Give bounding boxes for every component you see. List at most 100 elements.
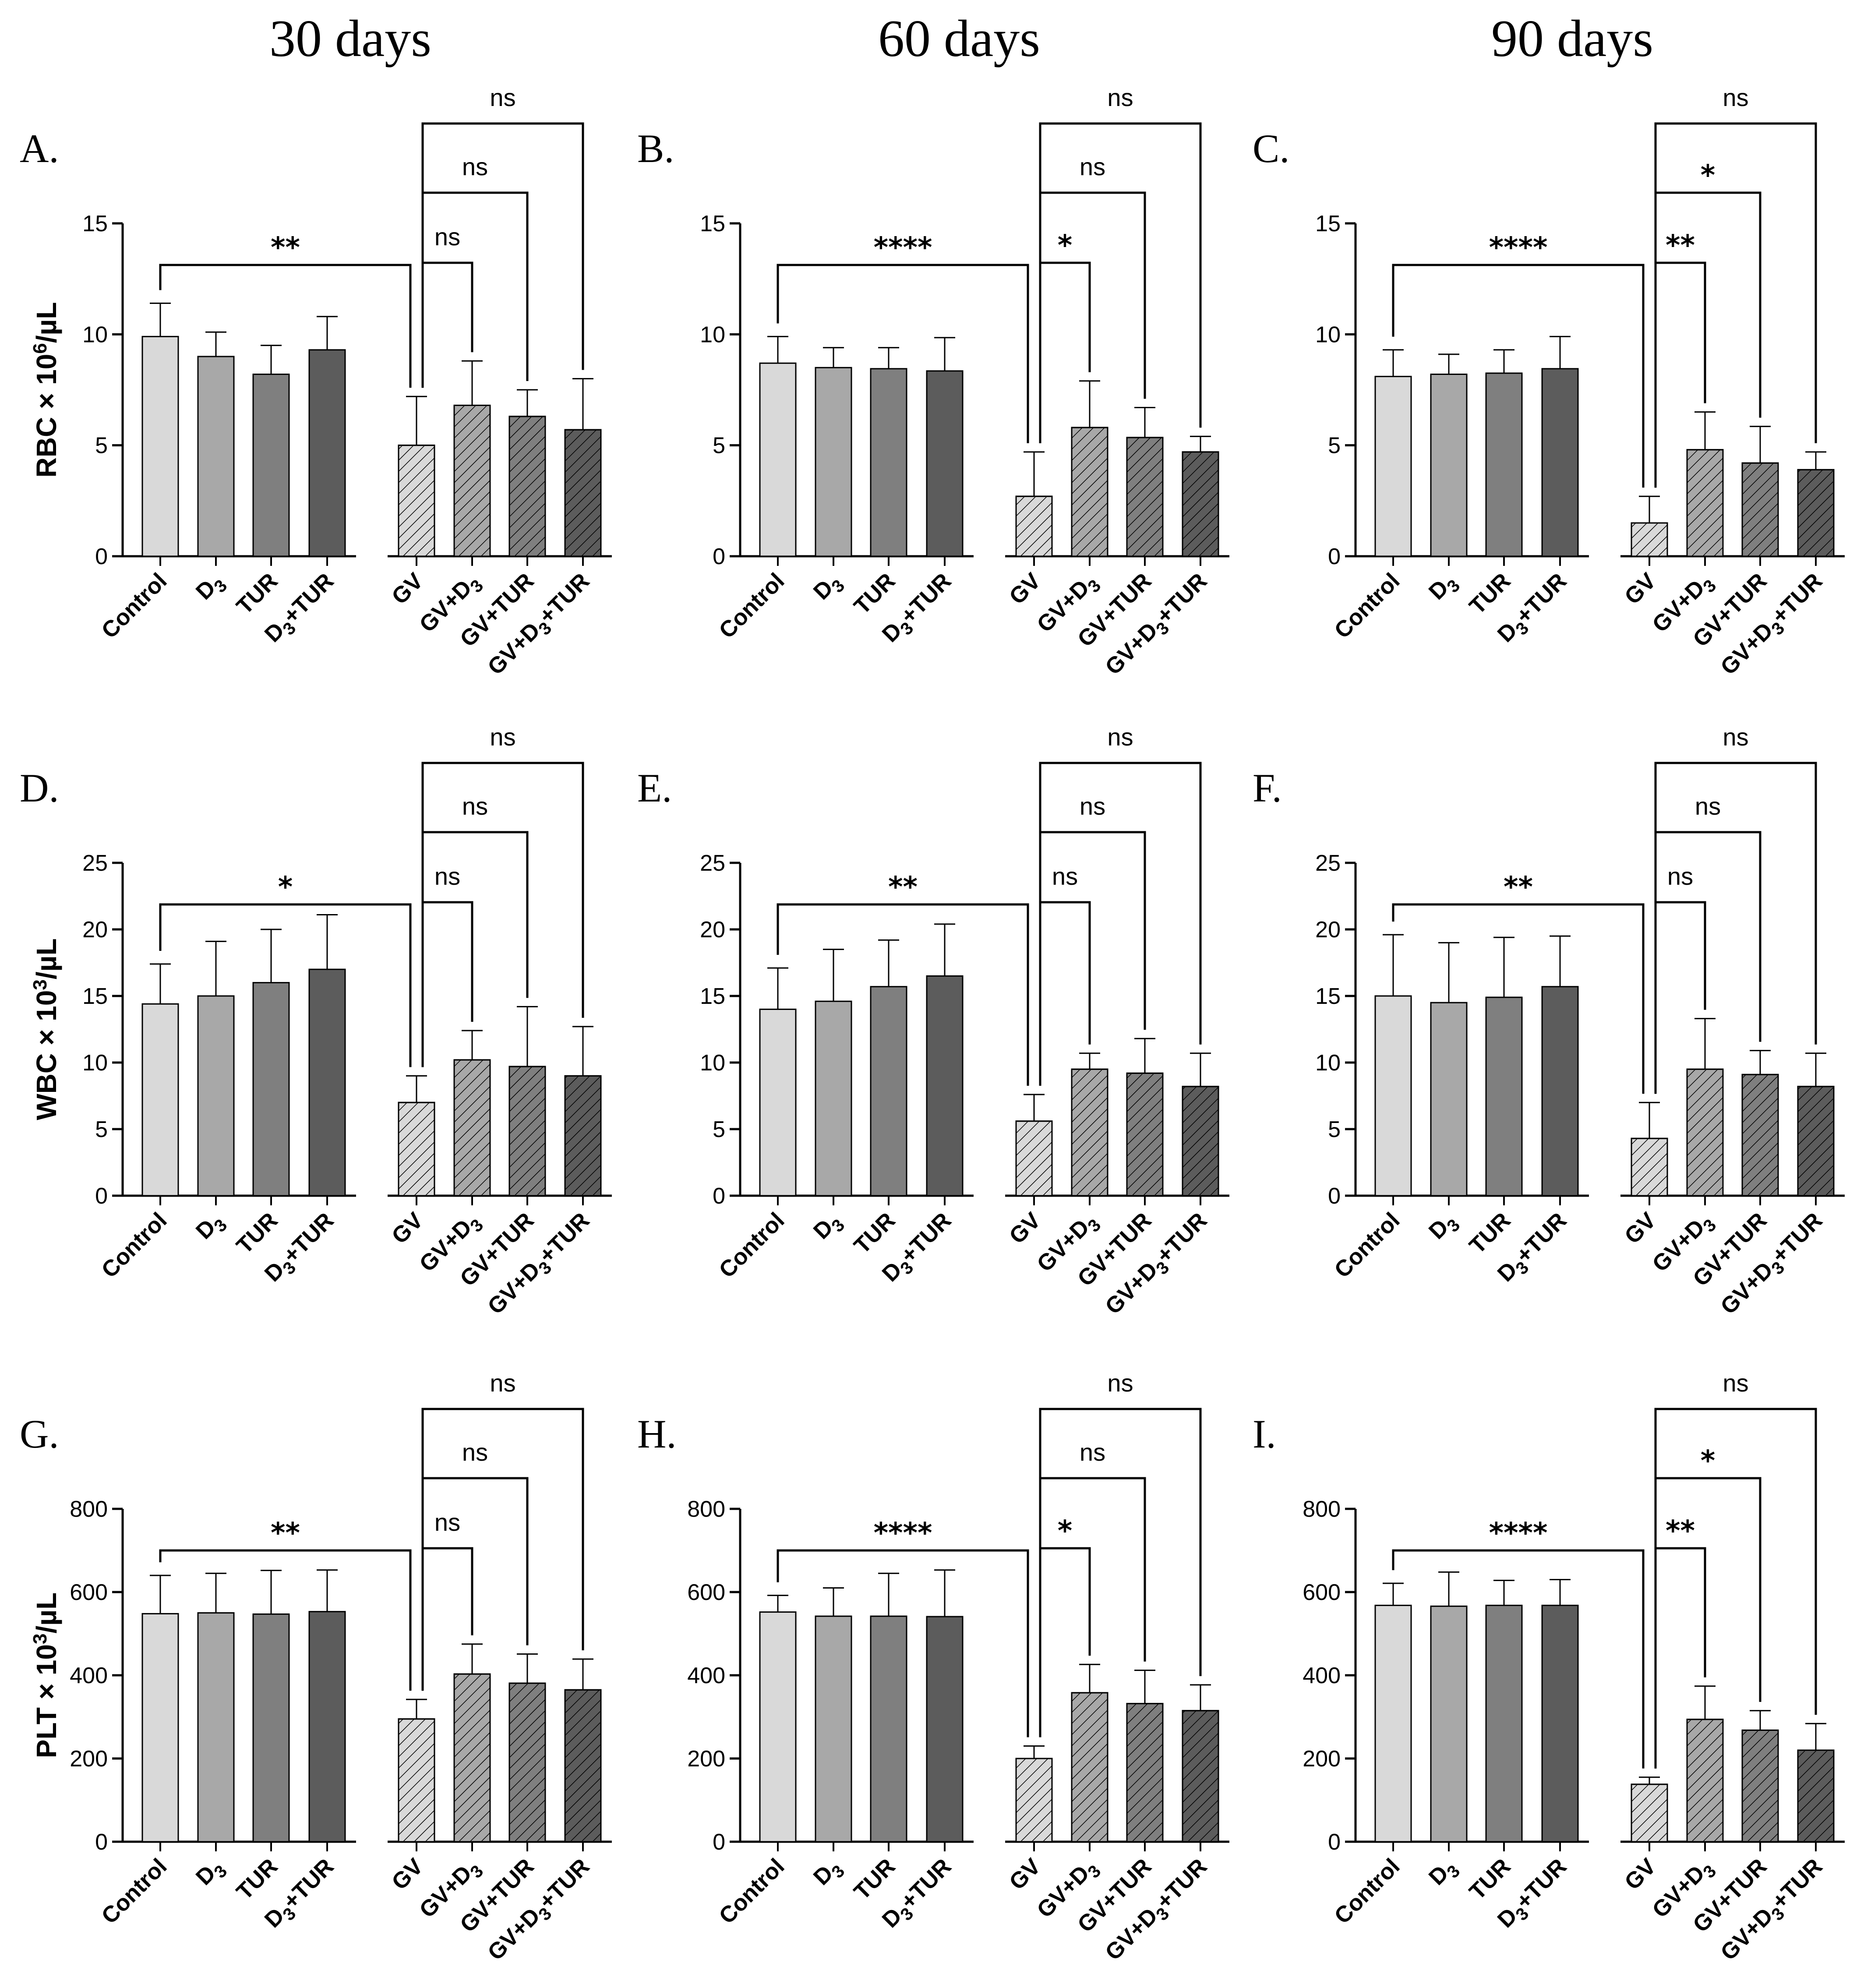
bar-D3 (815, 1615, 852, 1843)
sig-bracket-gv-vs-GV+D3+TUR (1654, 1408, 1817, 1769)
y-tick-label: 600 (70, 1580, 108, 1605)
bar-D3+TUR (1541, 1604, 1579, 1843)
x-tick-label-GV: GV (387, 1854, 428, 1895)
x-tick-label-D3: D3 (191, 568, 231, 608)
sig-bracket-gv-vs-GV+D3 (1039, 261, 1091, 443)
x-tick-label-Control: Control (1330, 1208, 1405, 1283)
sig-bracket-gv-vs-GV+D3+TUR-label: ns (1723, 1369, 1748, 1397)
y-tick-label: 200 (70, 1746, 108, 1772)
y-tick-label: 0 (713, 1183, 725, 1209)
y-tick-label: 5 (713, 433, 725, 459)
x-tick-label-D3: D3 (1424, 1854, 1464, 1893)
y-tick-label: 0 (1328, 1183, 1341, 1209)
sig-bracket-control-vs-gv (1392, 903, 1645, 1094)
panel-label: H. (637, 1412, 676, 1456)
panel-label: C. (1253, 126, 1289, 171)
y-tick-label: 25 (1315, 851, 1341, 876)
bar-TUR (252, 982, 290, 1197)
bar-hatch-GV (1631, 522, 1668, 557)
bar-hatch-GV+TUR (508, 1682, 546, 1843)
y-tick-label: 5 (95, 1117, 108, 1142)
x-tick-label-TUR: TUR (1465, 568, 1516, 619)
y-tick-label: 0 (1328, 1829, 1341, 1855)
bar-hatch-GV (1015, 1758, 1053, 1843)
sig-bracket-gv-vs-GV+D3 (421, 901, 473, 1067)
x-tick-label-TUR: TUR (232, 1208, 283, 1259)
column-title-30-days: 30 days (269, 9, 431, 67)
sig-bracket-gv-vs-GV+TUR-label: ns (1080, 792, 1105, 820)
y-tick-label: 200 (1303, 1746, 1341, 1772)
sig-bracket-gv-vs-GV+D3+TUR (1039, 1408, 1202, 1737)
bar-hatch-GV+D3+TUR (564, 1075, 602, 1197)
sig-bracket-gv-vs-GV+D3-label: * (1058, 1515, 1072, 1547)
bar-D3 (197, 356, 235, 557)
column-title-90-days: 90 days (1491, 9, 1653, 67)
sig-bracket-gv-vs-GV+TUR-label: ns (1695, 792, 1721, 820)
bar-D3 (1430, 374, 1468, 557)
sig-bracket-gv-vs-GV+D3 (1654, 901, 1706, 1094)
x-tick-label-GV+D3+TUR: GV+D3+TUR (483, 1208, 598, 1323)
y-tick-label: 800 (687, 1497, 725, 1522)
bar-Control (141, 1613, 179, 1843)
bar-D3+TUR (1541, 368, 1579, 557)
y-tick-label: 200 (687, 1746, 725, 1772)
bar-D3 (1430, 1605, 1468, 1843)
bar-D3+TUR (926, 1616, 964, 1843)
y-tick-label: 600 (1303, 1580, 1341, 1605)
x-tick-label-Control: Control (714, 568, 790, 643)
bar-TUR (870, 986, 907, 1197)
panel-label: B. (637, 126, 674, 171)
sig-bracket-gv-vs-GV+D3+TUR-label: ns (1107, 723, 1133, 751)
sig-bracket-gv-vs-GV+TUR (421, 191, 529, 388)
bar-TUR (870, 1615, 907, 1843)
sig-bracket-gv-vs-GV+TUR-label: ns (462, 792, 488, 820)
sig-bracket-gv-vs-GV+D3-label: ** (1666, 230, 1695, 262)
y-axis-label: PLT × 103/µL (29, 1593, 62, 1758)
sig-bracket-gv-vs-GV+D3 (421, 1547, 473, 1691)
bar-D3+TUR (1541, 986, 1579, 1197)
x-tick-label-TUR: TUR (849, 1208, 900, 1259)
y-tick-label: 5 (95, 433, 108, 459)
y-tick-label: 20 (1315, 917, 1341, 943)
bar-Control (141, 335, 179, 557)
x-tick-label-TUR: TUR (849, 568, 900, 619)
y-tick-label: 10 (1315, 1050, 1341, 1076)
sig-bracket-gv-vs-GV+TUR-label: ns (1080, 153, 1105, 180)
sig-bracket-gv-vs-GV+D3-label: ns (1667, 862, 1693, 890)
bar-D3 (815, 367, 852, 557)
panel-label: E. (637, 766, 672, 810)
y-tick-label: 400 (687, 1663, 725, 1688)
x-tick-label-Control: Control (714, 1208, 790, 1283)
sig-bracket-control-vs-gv (159, 1549, 412, 1691)
sig-bracket-gv-vs-GV+D3+TUR-label: ns (1107, 84, 1133, 111)
sig-bracket-control-vs-gv-label: * (278, 871, 293, 904)
sig-bracket-gv-vs-GV+TUR-label: * (1701, 159, 1715, 192)
sig-bracket-gv-vs-GV+D3+TUR (1654, 762, 1817, 1094)
sig-bracket-control-vs-gv (777, 264, 1029, 443)
x-tick-label-GV: GV (387, 1208, 428, 1249)
y-tick-label: 15 (700, 211, 725, 237)
bar-hatch-GV+D3+TUR (1797, 1086, 1835, 1197)
y-tick-label: 800 (70, 1497, 108, 1522)
bar-D3+TUR (926, 975, 964, 1197)
sig-bracket-gv-vs-GV+D3+TUR-label: ns (1723, 84, 1748, 111)
sig-bracket-gv-vs-GV+D3-label: ns (434, 862, 460, 890)
bar-D3 (1430, 1002, 1468, 1197)
y-tick-label: 15 (82, 211, 108, 237)
bar-hatch-GV+D3 (1686, 1719, 1724, 1843)
sig-bracket-gv-vs-GV+D3+TUR (1039, 122, 1202, 443)
sig-bracket-control-vs-gv-label: **** (1489, 1517, 1548, 1550)
sig-bracket-control-vs-gv-label: **** (874, 1517, 932, 1550)
bar-hatch-GV+D3+TUR (1182, 451, 1219, 557)
x-tick-label-GV+D3+TUR: GV+D3+TUR (1101, 568, 1216, 683)
sig-bracket-control-vs-gv-label: ** (271, 232, 300, 264)
x-tick-label-GV+D3+TUR: GV+D3+TUR (1716, 568, 1831, 683)
y-tick-label: 0 (95, 1829, 108, 1855)
sig-bracket-control-vs-gv-label: **** (874, 232, 932, 264)
y-tick-label: 20 (700, 917, 725, 943)
